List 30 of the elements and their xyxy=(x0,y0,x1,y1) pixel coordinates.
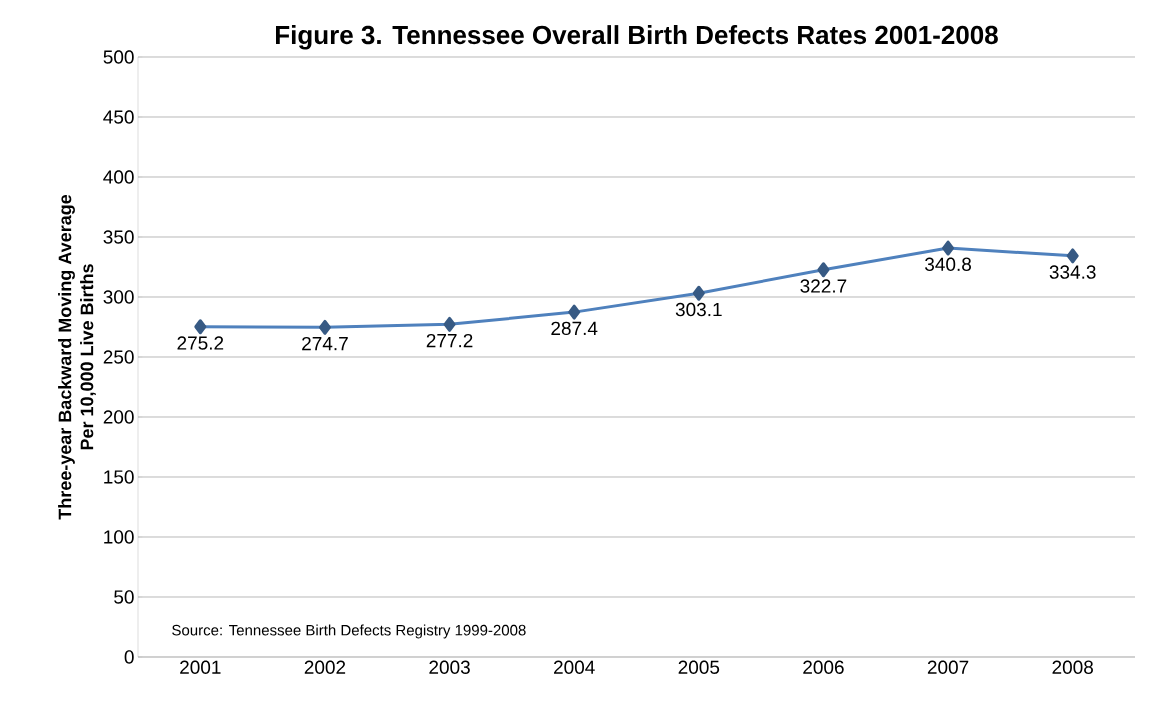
annotation: Source: Tennessee Birth Defects Registry 1999-2008 xyxy=(172,624,526,639)
y-tick-label: 300 xyxy=(103,290,134,304)
data-label: 334.3 xyxy=(1049,265,1096,279)
x-tick-label: 2004 xyxy=(554,660,595,674)
data-label: 275.2 xyxy=(177,336,224,350)
data-label: 274.7 xyxy=(302,336,348,351)
y-axis-title: Three-year Backward Moving Average Per 10,000 Live Births xyxy=(58,194,96,520)
x-tick-label: 2001 xyxy=(180,660,221,674)
x-tick-label: 2005 xyxy=(678,660,720,674)
x-tick-label: 2002 xyxy=(304,660,346,674)
y-tick-label: 0 xyxy=(124,650,134,664)
y-tick-label: 350 xyxy=(103,230,134,244)
y-tick-label: 400 xyxy=(103,170,134,184)
y-tick-label: 250 xyxy=(103,350,134,364)
y-tick-label: 200 xyxy=(103,410,134,424)
data-label: 277.2 xyxy=(426,333,473,348)
data-label: 287.4 xyxy=(551,321,598,336)
y-tick-label: 500 xyxy=(103,50,134,64)
x-tick-label: 2006 xyxy=(803,660,844,674)
y-tick-label: 100 xyxy=(104,530,134,544)
y-tick-label: 450 xyxy=(103,110,134,124)
chart-title: Figure 3. Tennessee Overall Birth Defects Rates 2001-2008 xyxy=(276,25,998,50)
x-tick-label: 2007 xyxy=(927,660,969,674)
data-label: 340.8 xyxy=(925,257,972,272)
x-tick-label: 2003 xyxy=(429,660,470,674)
x-tick-label: 2008 xyxy=(1052,660,1093,674)
y-tick-label: 50 xyxy=(114,590,134,604)
y-tick-label: 150 xyxy=(104,470,134,484)
data-label: 322.7 xyxy=(800,279,847,293)
data-label: 303.1 xyxy=(675,302,722,317)
